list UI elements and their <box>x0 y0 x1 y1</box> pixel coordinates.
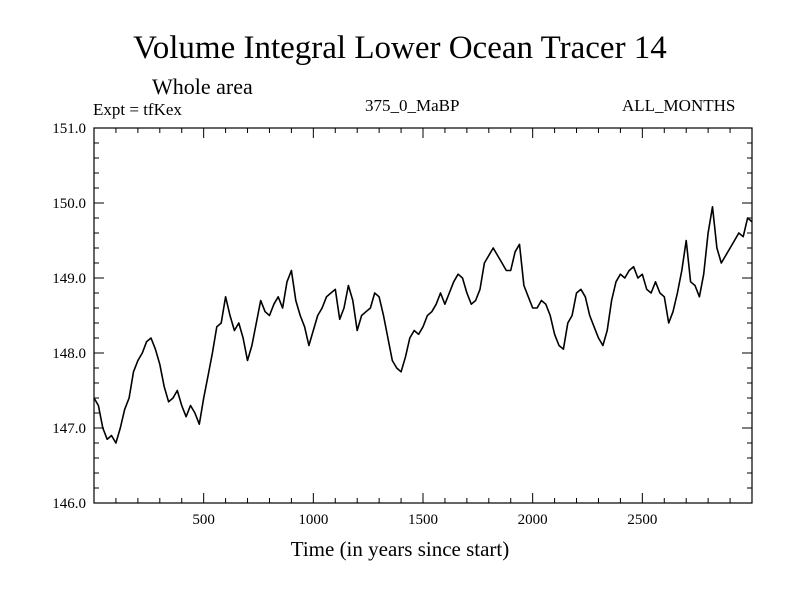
x-tick-label: 2000 <box>518 512 548 528</box>
y-tick-label: 151.0 <box>52 121 86 137</box>
x-tick-label: 1000 <box>298 512 328 528</box>
axis-ticks <box>94 128 752 503</box>
months-label: ALL_MONTHS <box>622 96 736 115</box>
x-axis-title: Time (in years since start) <box>290 537 510 561</box>
axis-tick-labels: 500 1000 1500 2000 2500 146.0 147.0 148.0 149.0 1… <box>52 121 657 528</box>
period-label: 375_0_MaBP <box>365 96 460 115</box>
x-tick-label: 1500 <box>408 512 438 528</box>
y-tick-label: 147.0 <box>52 421 86 437</box>
x-tick-label: 500 <box>192 512 215 528</box>
series-line <box>93 206 753 444</box>
series-layer <box>93 206 753 444</box>
chart-subtitle: Whole area <box>152 74 253 99</box>
plot-frame <box>93 127 753 504</box>
chart-title: Volume Integral Lower Ocean Tracer 14 <box>133 30 667 66</box>
y-tick-label: 150.0 <box>52 196 86 212</box>
y-tick-label: 146.0 <box>52 496 86 512</box>
x-tick-label: 2500 <box>627 512 657 528</box>
y-tick-label: 149.0 <box>52 271 86 287</box>
experiment-label: Expt = tfKex <box>93 100 182 119</box>
y-tick-label: 148.0 <box>52 346 86 362</box>
